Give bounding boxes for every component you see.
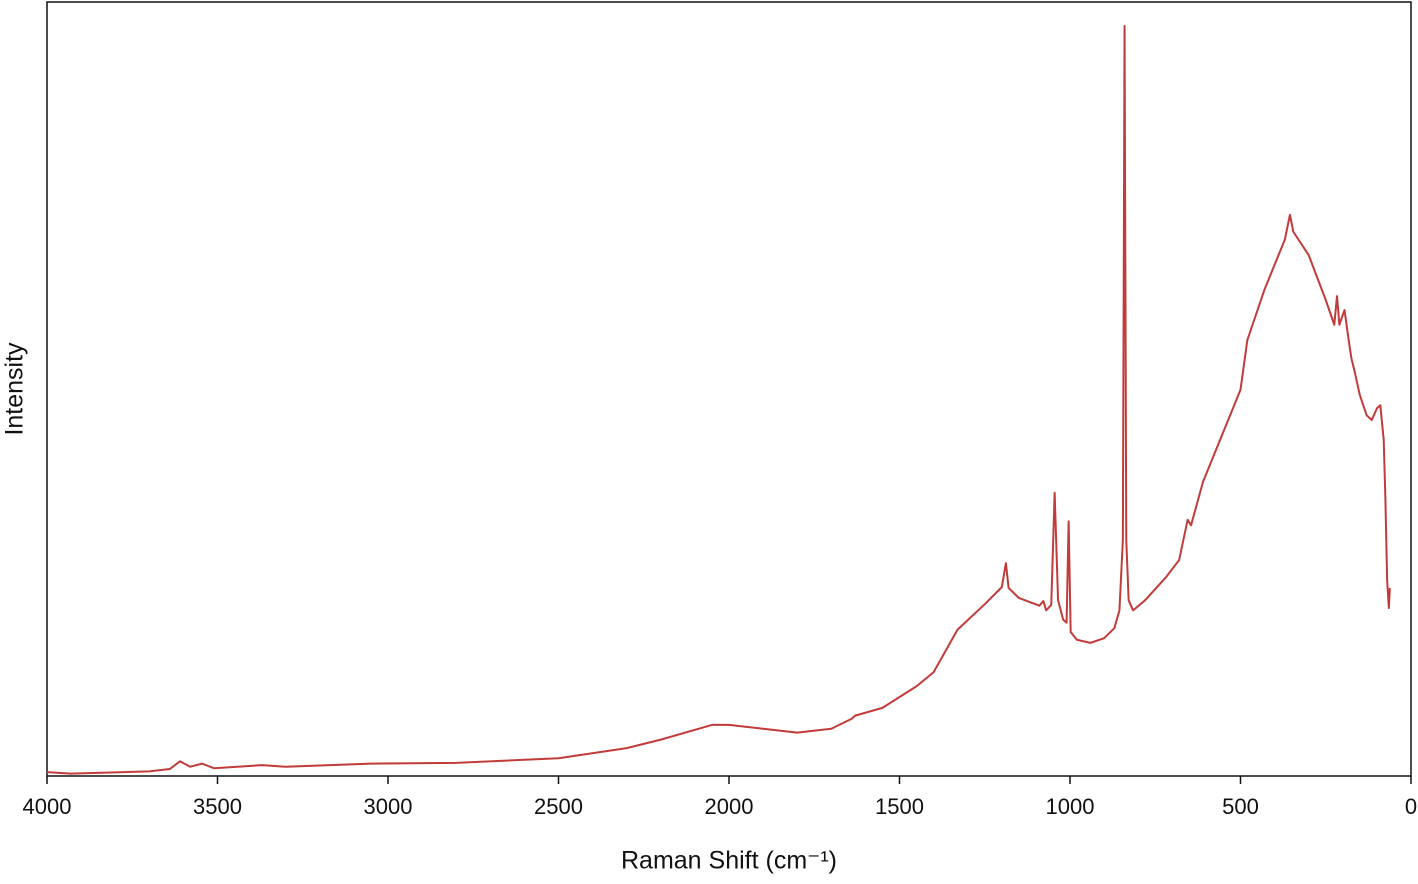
spectrum-line xyxy=(46,24,1391,775)
x-tick-label: 3500 xyxy=(193,794,242,819)
y-axis-label: Intensity xyxy=(1,342,29,436)
x-tick-label: 2000 xyxy=(705,794,754,819)
x-tick-label: 3000 xyxy=(364,794,413,819)
x-tick-label: 2500 xyxy=(534,794,583,819)
x-tick-label: 1000 xyxy=(1046,794,1095,819)
x-axis-label: Raman Shift (cm⁻¹) xyxy=(621,847,837,875)
x-tick-label: 0 xyxy=(1405,794,1417,819)
x-tick-label: 1500 xyxy=(875,794,924,819)
x-tick-label: 500 xyxy=(1222,794,1259,819)
plot-frame xyxy=(46,1,1412,777)
x-tick-label: 4000 xyxy=(23,794,72,819)
